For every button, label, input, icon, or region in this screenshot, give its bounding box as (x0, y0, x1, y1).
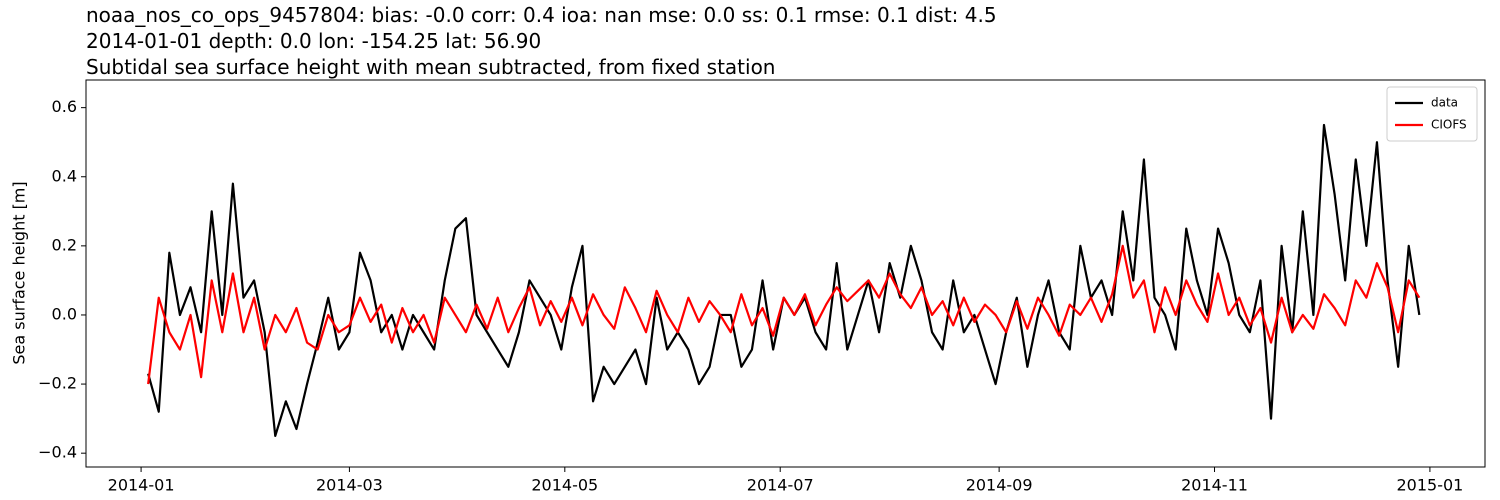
y-tick-label: 0.0 (52, 304, 77, 323)
plot-frame (85, 79, 1486, 468)
x-tick-label: 2014-03 (316, 476, 383, 495)
x-tick-label: 2015-01 (1396, 476, 1463, 495)
legend-label: data (1431, 96, 1458, 110)
y-tick-label: −0.4 (38, 443, 77, 462)
y-tick-label: 0.6 (52, 97, 77, 116)
y-tick-label: 0.4 (52, 166, 77, 185)
legend-box (1386, 86, 1478, 142)
chart-subtitle: 2014-01-01 depth: 0.0 lon: -154.25 lat: … (86, 29, 541, 53)
y-tick-label: −0.2 (38, 374, 77, 393)
legend-label: CIOFS (1431, 118, 1467, 132)
y-axis-label: Sea surface height [m] (10, 181, 29, 364)
x-tick-label: 2014-07 (747, 476, 814, 495)
x-tick-label: 2014-01 (108, 476, 175, 495)
y-tick-label: 0.2 (52, 235, 77, 254)
x-tick-label: 2014-05 (531, 476, 598, 495)
line-series (147, 123, 1421, 437)
x-tick-label: 2014-09 (966, 476, 1033, 495)
line-series (147, 244, 1421, 385)
chart-description: Subtidal sea surface height with mean su… (86, 55, 775, 79)
chart-title: noaa_nos_co_ops_9457804: bias: -0.0 corr… (86, 3, 997, 27)
x-tick-label: 2014-11 (1181, 476, 1248, 495)
